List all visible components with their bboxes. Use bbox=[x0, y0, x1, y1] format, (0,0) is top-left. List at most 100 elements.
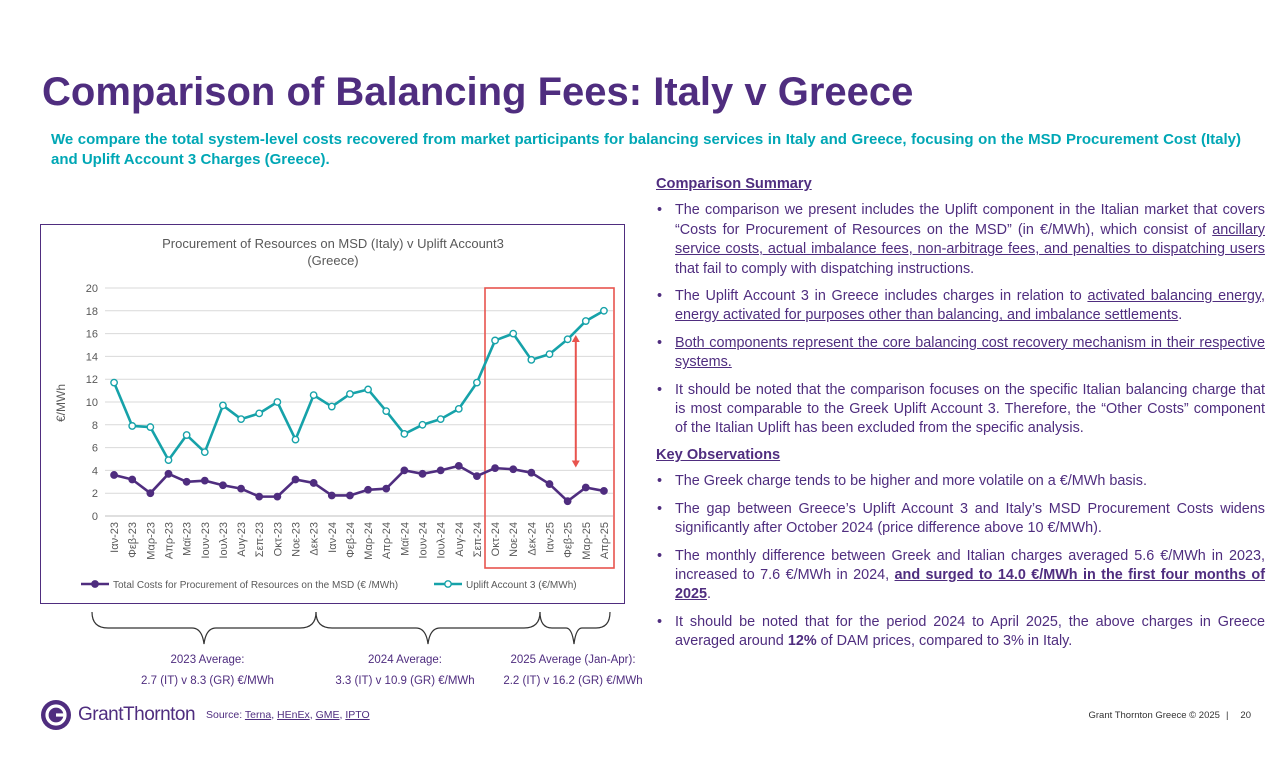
data-point bbox=[509, 465, 518, 474]
observation-bullet-2: The gap between Greece’s Uplift Account … bbox=[656, 500, 1265, 539]
line-chart: Procurement of Resources on MSD (Italy) … bbox=[54, 236, 615, 591]
data-point bbox=[255, 409, 264, 418]
x-tick-label: Απρ-25 bbox=[599, 522, 611, 559]
data-point bbox=[182, 431, 191, 439]
grant-thornton-logo: GrantThornton bbox=[40, 699, 196, 731]
brace-2024 bbox=[315, 611, 541, 645]
data-point bbox=[527, 355, 536, 364]
observation-bullet-3-text: The monthly difference between Greek and… bbox=[675, 547, 1265, 583]
gap-arrow-head-top bbox=[571, 335, 580, 343]
x-tick-label: Σεπ-24 bbox=[472, 522, 484, 557]
observation-bullet-4: It should be noted that for the period 2… bbox=[656, 613, 1265, 652]
data-point bbox=[454, 461, 463, 470]
observations-list: The Greek charge tends to be higher and … bbox=[656, 472, 1265, 651]
summary-bullet-2: The Uplift Account 3 in Greece includes … bbox=[656, 287, 1265, 326]
legend-label: Uplift Account 3 (€/MWh) bbox=[466, 580, 577, 591]
data-point bbox=[491, 464, 499, 473]
x-tick-label: Αυγ-23 bbox=[236, 522, 248, 557]
y-tick-label: 2 bbox=[92, 488, 98, 500]
y-tick-label: 18 bbox=[86, 306, 98, 318]
y-tick-label: 20 bbox=[86, 283, 98, 295]
data-point bbox=[418, 469, 427, 478]
x-axis-ticks: Ιαν-23 Φεβ-23 Μαρ-23 Απρ-23 Μαϊ-23 Ιουν-23 Ιου… bbox=[109, 522, 611, 560]
data-point bbox=[291, 435, 300, 444]
observation-bullet-3-emphasis: and surged to 14.0 €/MWh in the first fo… bbox=[675, 566, 1266, 603]
data-point bbox=[237, 484, 245, 493]
logo-mark-icon bbox=[41, 700, 71, 730]
data-point bbox=[110, 471, 118, 479]
average-2023-value: 2.7 (IT) v 8.3 (GR) €/MWh bbox=[141, 675, 274, 687]
x-tick-label: Νοε-23 bbox=[291, 522, 303, 557]
chart-container: Procurement of Resources on MSD (Italy) … bbox=[40, 224, 625, 604]
data-point bbox=[563, 335, 572, 344]
observation-bullet-3-tail: . bbox=[707, 586, 712, 603]
average-2025: 2025 Average (Jan-Apr): 2.2 (IT) v 16.2 … bbox=[492, 654, 654, 687]
x-tick-label: Φεβ-24 bbox=[345, 522, 357, 558]
observation-bullet-4-text: It should be noted that for the period 2… bbox=[675, 613, 1265, 650]
data-point bbox=[309, 391, 318, 400]
data-point bbox=[509, 329, 518, 338]
data-point bbox=[346, 491, 354, 500]
x-tick-label: Νοε-24 bbox=[508, 522, 520, 557]
y-tick-label: 14 bbox=[86, 351, 98, 363]
y-axis-ticks: 0 2 4 6 8 10 12 14 16 18 20 bbox=[86, 283, 98, 523]
highlight-box bbox=[484, 287, 615, 569]
logo-wordmark: GrantThornton bbox=[78, 704, 196, 725]
chart-grid bbox=[105, 287, 613, 517]
source-label: Source: bbox=[206, 709, 243, 721]
data-point bbox=[327, 491, 336, 500]
average-2024: 2024 Average: 3.3 (IT) v 10.9 (GR) €/MWh bbox=[320, 654, 490, 687]
x-tick-label: Ιαν-24 bbox=[327, 522, 339, 553]
summary-bullet-4: It should be noted that the comparison f… bbox=[656, 381, 1265, 439]
data-point bbox=[200, 448, 209, 457]
x-tick-label: Ιουν-23 bbox=[200, 522, 212, 559]
y-tick-label: 10 bbox=[86, 397, 98, 409]
data-point bbox=[237, 415, 245, 424]
source-link-gme[interactable]: GME bbox=[315, 709, 340, 721]
source-link-henex[interactable]: HEnEx bbox=[277, 709, 310, 721]
chart-legend: Total Costs for Procurement of Resources… bbox=[81, 580, 577, 591]
x-tick-label: Φεβ-25 bbox=[563, 522, 575, 558]
data-point bbox=[346, 390, 354, 398]
data-point bbox=[436, 466, 445, 475]
x-tick-label: Σεπ-23 bbox=[254, 522, 266, 557]
data-point bbox=[400, 430, 409, 438]
average-2023: 2023 Average: 2.7 (IT) v 8.3 (GR) €/MWh bbox=[120, 654, 295, 687]
y-tick-label: 16 bbox=[86, 329, 98, 341]
data-point bbox=[364, 485, 372, 494]
observation-bullet-4-tail: of DAM prices, compared to 3% in Italy. bbox=[816, 633, 1073, 650]
data-point bbox=[364, 385, 372, 394]
data-point bbox=[418, 420, 427, 429]
page-number: 20 bbox=[1240, 710, 1251, 721]
data-point bbox=[146, 489, 155, 498]
average-2025-value: 2.2 (IT) v 16.2 (GR) €/MWh bbox=[503, 675, 643, 687]
y-tick-label: 12 bbox=[86, 374, 98, 386]
summary-bullet-1: The comparison we present includes the U… bbox=[656, 201, 1265, 279]
data-point bbox=[219, 401, 227, 410]
commentary-panel: Comparison Summary The comparison we pre… bbox=[656, 175, 1265, 660]
brace-2023 bbox=[91, 611, 317, 645]
source-link-ipto[interactable]: IPTO bbox=[345, 709, 370, 721]
data-point bbox=[581, 317, 590, 325]
data-point bbox=[128, 422, 137, 430]
source-link-terna[interactable]: Terna bbox=[244, 709, 272, 721]
data-point bbox=[164, 456, 173, 465]
summary-bullet-1-text: The comparison we present includes the U… bbox=[675, 202, 1265, 238]
x-tick-label: Μαρ-25 bbox=[581, 522, 593, 560]
intro-text: We compare the total system-level costs … bbox=[51, 131, 1241, 168]
x-tick-label: Δεκ-23 bbox=[309, 522, 321, 556]
summary-bullet-2-underlined: activated balancing energy, energy activ… bbox=[675, 288, 1266, 324]
data-point bbox=[164, 469, 173, 478]
footer-separator: | bbox=[1225, 710, 1229, 721]
x-tick-label: Φεβ-23 bbox=[127, 522, 139, 558]
observation-bullet-4-emphasis: 12% bbox=[787, 633, 817, 650]
data-point bbox=[473, 472, 481, 481]
x-tick-label: Οκτ-24 bbox=[490, 522, 502, 556]
data-point bbox=[273, 492, 282, 501]
x-tick-label: Ιουλ-24 bbox=[436, 522, 448, 559]
legend-label: Total Costs for Procurement of Resources… bbox=[113, 580, 398, 591]
x-tick-label: Ιαν-23 bbox=[109, 522, 121, 553]
y-axis-label: €/MWh bbox=[54, 384, 68, 422]
data-point bbox=[255, 492, 264, 501]
series-group bbox=[110, 306, 608, 506]
